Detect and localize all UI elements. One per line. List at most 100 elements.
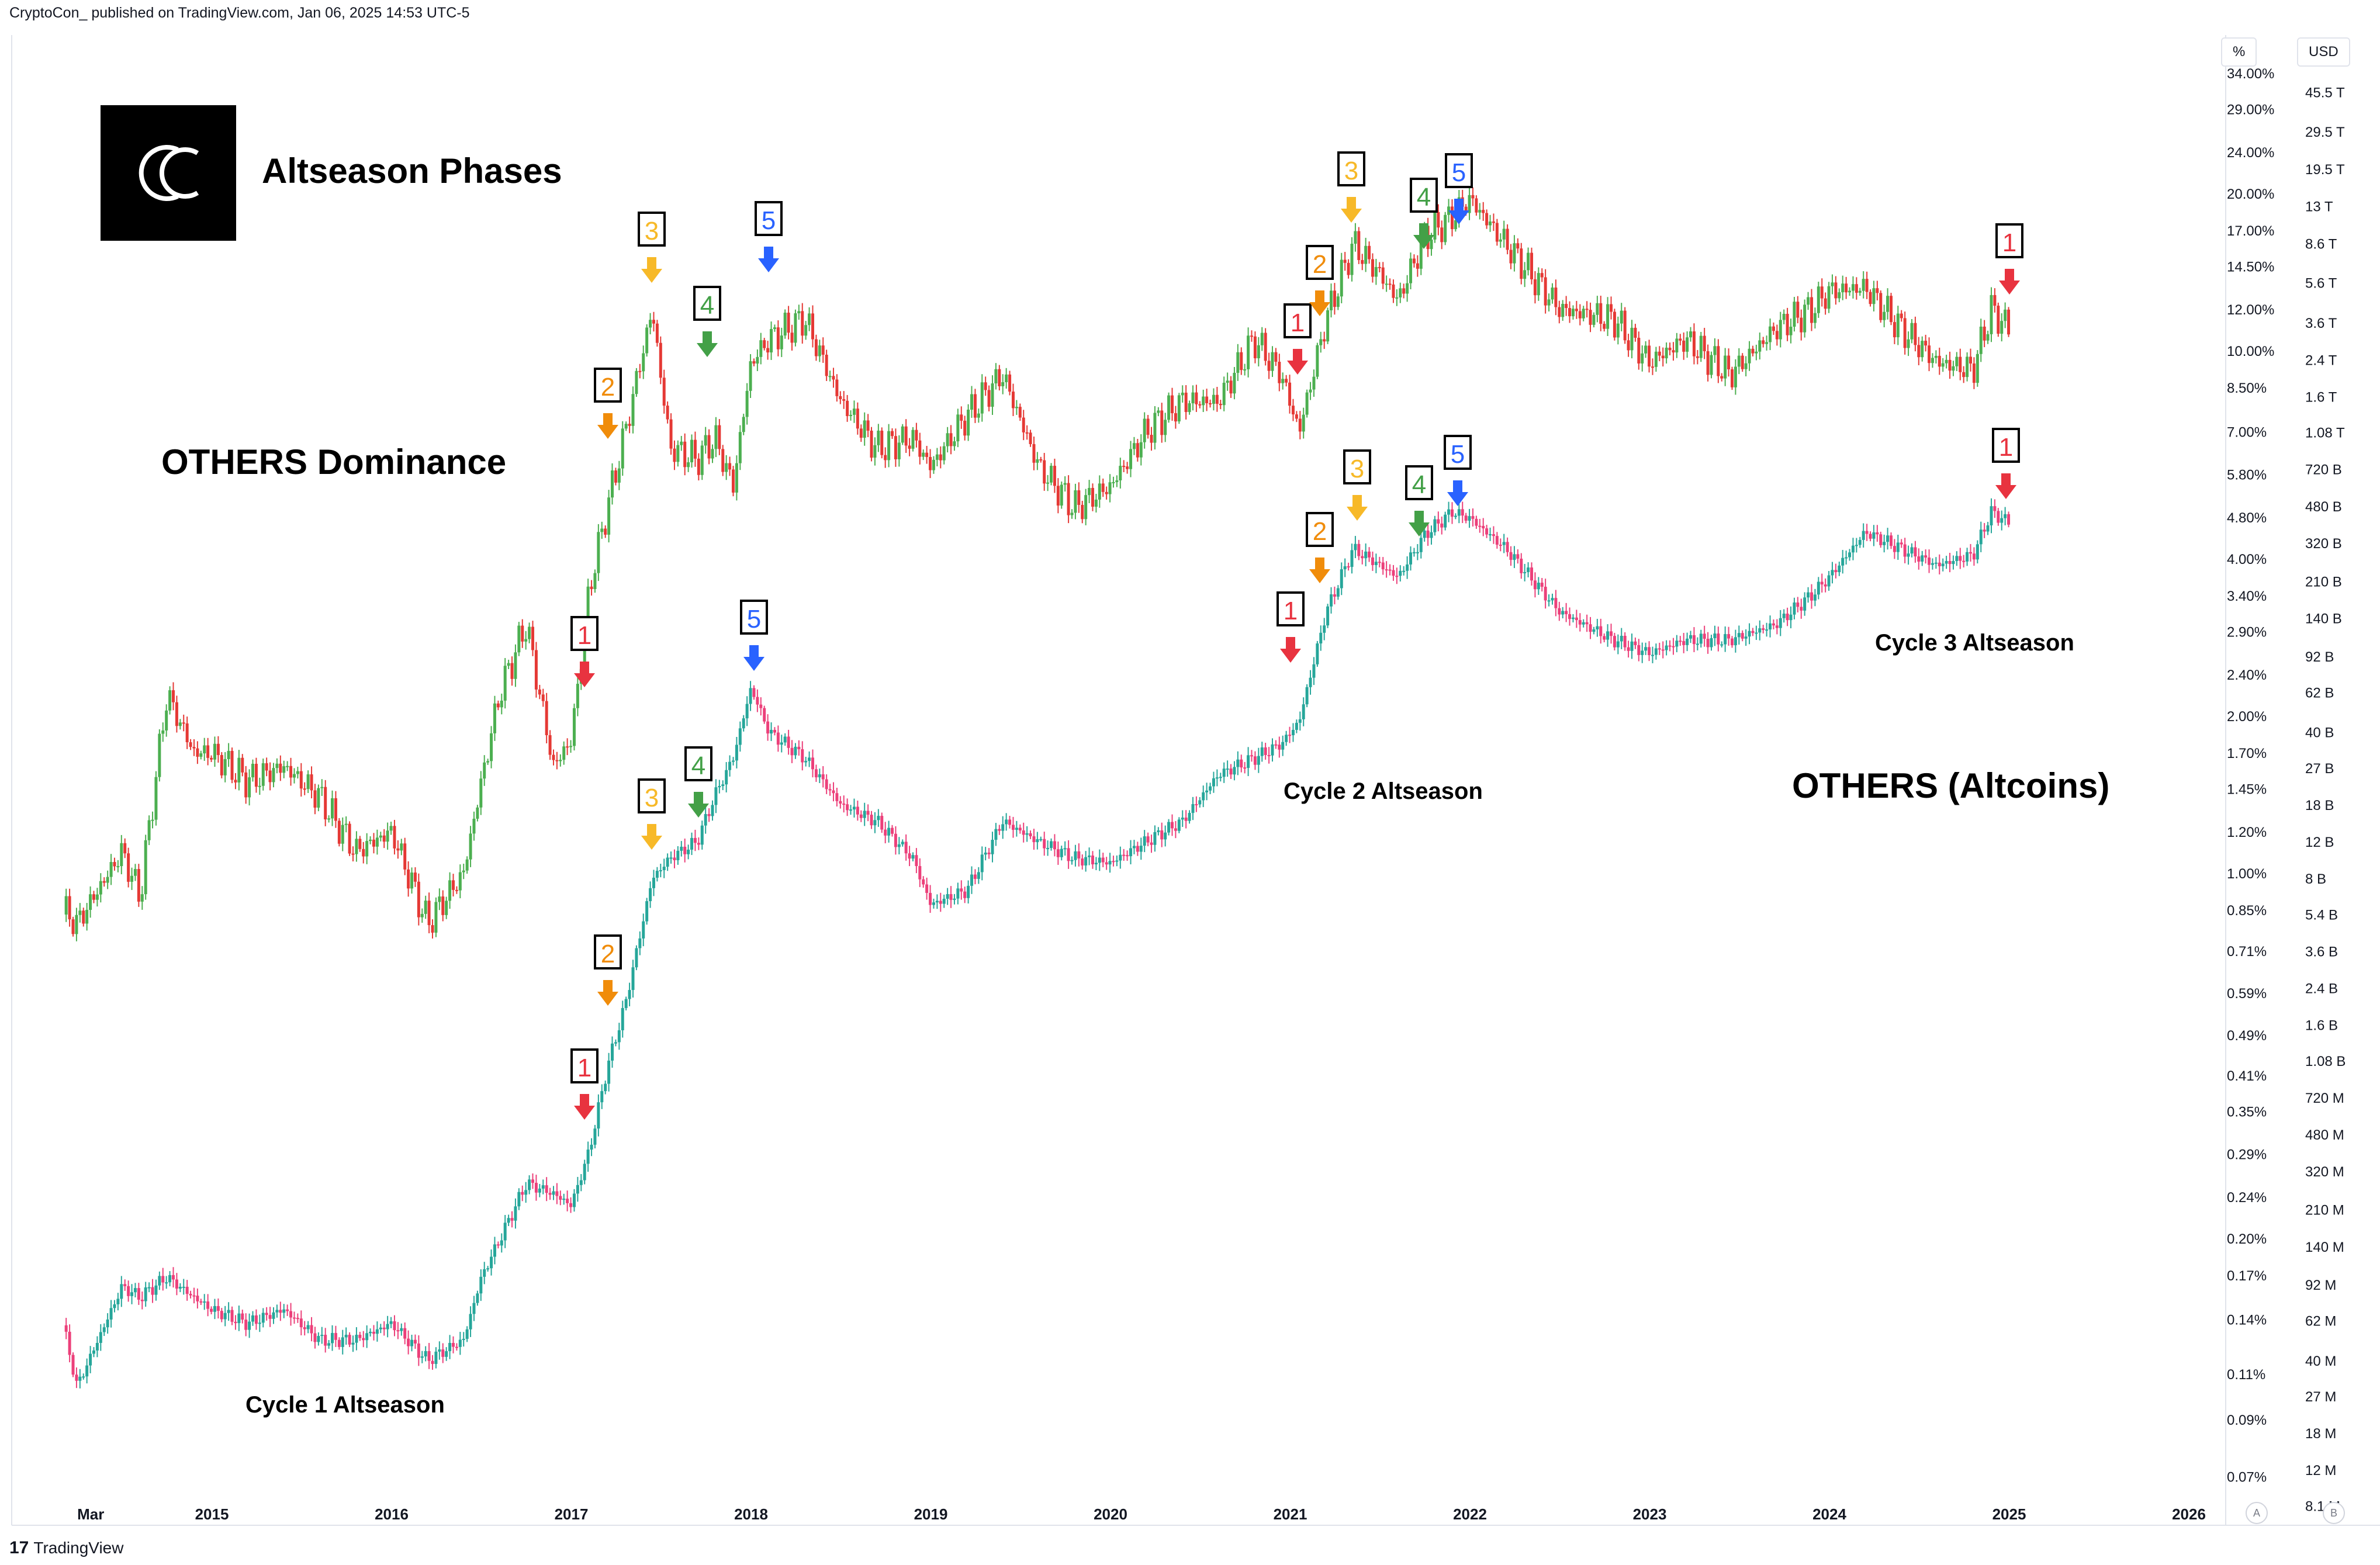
percent-scale-button[interactable]: % [2221,37,2257,67]
dominance-phase-2-marker: 2 [1306,245,1334,316]
dominance-candle [949,433,953,446]
down-arrow-icon [641,257,662,283]
phase-number: 5 [1451,440,1465,469]
percent-tick-label: 0.85% [2227,903,2267,919]
dominance-candle [462,870,465,872]
altcoins-candle [628,990,631,999]
altcoins-candle [1416,552,1419,553]
altcoins-candle [676,850,680,860]
dominance-candle [683,441,687,468]
altcoins-candle [362,1338,365,1341]
dominance-candle [1793,302,1796,327]
dominance-candle [1170,395,1174,414]
altcoins-candle [1115,860,1119,862]
dominance-candle [1105,491,1108,494]
altcoins-candle [1112,861,1115,863]
dominance-candle [635,371,638,394]
auto-scale-button[interactable]: A [2246,1502,2268,1524]
dominance-candle [1444,214,1447,243]
altcoins-candle [1475,518,1478,526]
dominance-candle [963,420,967,436]
dominance-candle [1513,243,1516,264]
altcoins-candle [1126,855,1129,857]
dominance-candle [721,449,725,472]
altcoins-candle [1959,556,1962,561]
dominance-candle [839,396,842,400]
dominance-phase-5-marker: 5 [1445,153,1473,224]
altcoins-candle [811,757,814,770]
dominance-candle [1672,350,1675,353]
altcoins-candle [780,742,783,745]
usd-tick-label: 140 M [2305,1239,2344,1255]
dominance-candle [1903,318,1907,348]
log-scale-button[interactable]: B [2323,1502,2345,1524]
dominance-candle [1056,486,1060,506]
dominance-candle [1240,352,1243,371]
dominance-candle [1862,279,1865,291]
dominance-candle [808,313,811,326]
currency-button[interactable]: USD [2297,37,2350,67]
altcoins-candle [369,1331,372,1334]
altcoins-candle [479,1276,483,1294]
percent-tick-label: 3.40% [2227,588,2267,604]
dominance-candle [711,449,714,459]
dominance-candle [1036,459,1039,463]
dominance-candle [1323,339,1326,342]
dominance-candle [1475,198,1478,213]
altcoins-candle [534,1183,538,1193]
percent-axis: 34.00% 29.00% 24.00% 20.00% 17.00% 14.50% 12.0… [2227,66,2274,1486]
dominance-candle [1229,380,1233,394]
dominance-candle [776,327,780,349]
altcoins-candle [725,770,728,785]
dominance-candle [1952,366,1955,371]
dominance-candle [821,345,825,355]
altcoins-candle [604,1083,607,1092]
down-arrow-icon [574,662,595,687]
dominance-candle [1464,206,1468,213]
altcoins-candle [1796,602,1800,607]
altcoins-candle [880,816,884,830]
altcoins-candle [1326,606,1330,626]
dominance-candle [137,869,140,902]
altcoins-candle [922,879,925,885]
altcoins-candle [469,1314,472,1329]
altcoins-candle [303,1327,306,1329]
dominance-candle [1979,326,1983,354]
dominance-candle [818,345,821,356]
altcoins-candle [1924,555,1928,558]
altcoins-candle [1143,836,1146,846]
altcoins-phase-5-marker: 5 [1444,435,1472,506]
dominance-candle [1499,239,1502,242]
altcoins-candle [1198,800,1202,805]
altcoins-candle [946,894,949,899]
phase-box [1337,151,1365,186]
dominance-candle [524,639,528,642]
phase-box [594,934,622,970]
altcoins-candle [1786,614,1789,621]
dominance-candle [1713,346,1717,355]
altcoins-candle [683,846,687,854]
dominance-candle [942,446,946,461]
dominance-candle [241,757,244,773]
dominance-candle [1921,341,1924,358]
dominance-candle [496,703,500,708]
dominance-candle [237,757,241,782]
dominance-phase-5-marker: 5 [755,201,783,272]
altcoins-candle [320,1335,324,1337]
altcoins-candle [1782,614,1786,618]
dominance-candle [1509,250,1513,264]
usd-tick-label: 1.08 B [2305,1054,2346,1069]
altcoins-candle [583,1164,586,1180]
altcoins-candle [956,888,960,899]
dominance-candle [859,428,863,438]
phase-box [594,368,622,403]
dominance-candle [75,915,78,934]
dominance-candle [369,839,372,842]
altcoins-candle [68,1331,71,1355]
altcoins-candle [490,1256,493,1269]
dominance-candle [1157,410,1160,413]
altcoins-candle [154,1285,158,1295]
down-arrow-icon [597,980,618,1006]
dominance-candle [1029,432,1032,444]
